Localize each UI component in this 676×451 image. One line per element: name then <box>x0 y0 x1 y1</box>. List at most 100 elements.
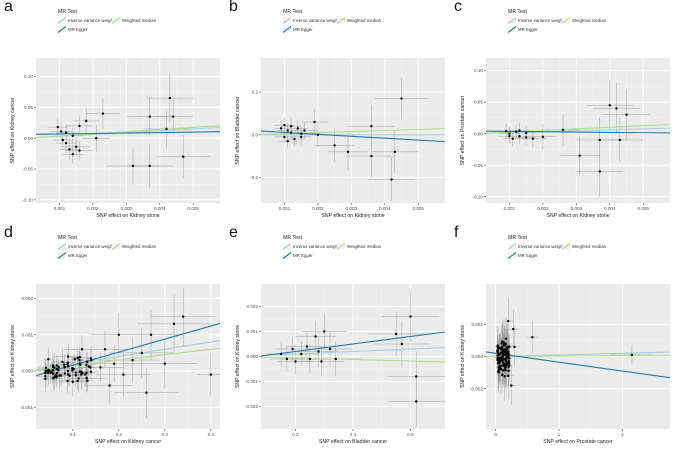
data-point <box>578 154 581 157</box>
data-point <box>499 366 502 370</box>
data-point <box>71 153 75 156</box>
data-point <box>45 370 49 373</box>
data-point <box>503 353 506 356</box>
data-point <box>67 365 70 368</box>
panel-letter: c <box>454 0 462 15</box>
data-point <box>79 363 82 366</box>
data-point <box>499 359 503 363</box>
plot-background <box>36 58 220 203</box>
panel-f: MR Test Inverse variance weighted Weighted… <box>450 224 675 451</box>
x-axis-title: SNP effect on Bladder cancer <box>319 439 387 445</box>
panel-letter: a <box>4 0 13 15</box>
data-point <box>501 373 504 377</box>
legend-key-line <box>282 243 292 250</box>
data-point <box>85 363 88 367</box>
data-point <box>71 134 75 137</box>
data-point <box>531 335 534 339</box>
data-point <box>328 347 332 351</box>
data-point <box>496 349 499 352</box>
data-point <box>625 113 628 116</box>
y-axis-title: SNP effect on Prostate cancer <box>460 95 466 165</box>
legend: MR Test Inverse variance weighted Weighted… <box>282 235 382 259</box>
data-point <box>299 135 303 139</box>
data-point <box>47 358 50 361</box>
data-point <box>498 362 501 365</box>
data-point <box>496 346 500 350</box>
data-point <box>286 139 289 143</box>
data-point <box>74 145 78 149</box>
data-point <box>79 373 83 376</box>
mr-egger-line <box>36 131 220 135</box>
legend-key-line <box>111 17 121 24</box>
plot-area <box>36 73 220 188</box>
legend-key-line <box>111 243 121 250</box>
data-point <box>400 97 403 100</box>
y-tick-label: 0.002 <box>247 304 259 309</box>
x-tick-label: 0.004 <box>604 206 616 211</box>
data-point <box>497 359 500 362</box>
legend-label: Inverse variance weighted <box>68 18 120 23</box>
x-tick-label: 0.6 <box>407 432 414 437</box>
data-point <box>63 372 67 375</box>
x-tick-label: 0.1 <box>70 432 77 437</box>
data-point <box>289 131 293 134</box>
y-axis-title: SNP effect on Kidney cancer <box>10 97 16 163</box>
legend-key-line <box>507 17 517 24</box>
data-point <box>140 351 143 355</box>
data-point <box>503 374 506 378</box>
data-point <box>598 138 601 142</box>
legend-key-line <box>507 243 517 250</box>
data-point <box>171 115 175 118</box>
data-point <box>55 372 59 375</box>
x-tick-label: 0.2 <box>292 432 299 437</box>
data-point <box>507 354 510 357</box>
y-tick-label: 0.05 <box>474 100 483 105</box>
data-point <box>72 367 76 371</box>
y-tick-label: -0.05 <box>23 167 34 172</box>
y-tick-label: -0.001 <box>20 405 33 410</box>
panel-letter: d <box>4 224 13 241</box>
data-point <box>504 369 507 372</box>
y-tick-label: 0.05 <box>24 105 33 110</box>
data-point <box>317 350 320 353</box>
data-point <box>334 357 337 361</box>
legend-key-line <box>336 17 346 24</box>
x-tick-label: 0.001 <box>279 206 291 211</box>
data-point <box>131 358 134 362</box>
data-point <box>64 141 68 145</box>
legend-title: MR Test <box>508 9 527 15</box>
data-point <box>74 371 77 374</box>
data-point <box>52 377 55 380</box>
data-point <box>524 136 528 139</box>
legend-key-line <box>57 17 67 24</box>
data-point <box>44 377 47 381</box>
data-point <box>66 379 69 383</box>
legend-label: Inverse variance weighted <box>518 244 570 249</box>
legend-label: MR Egger <box>68 27 88 32</box>
data-point <box>77 377 80 380</box>
legend-label: Weighted median <box>347 18 382 23</box>
y-axis-title: SNP effect on Kidney stone <box>10 325 16 388</box>
data-point <box>80 348 84 351</box>
data-point <box>55 375 58 378</box>
legend-key-line <box>57 26 67 33</box>
legend-label: Weighted median <box>122 18 157 23</box>
data-point <box>505 354 508 358</box>
panel-letter: b <box>229 0 238 15</box>
data-point <box>503 367 507 370</box>
data-point <box>303 129 306 132</box>
data-point <box>501 340 504 343</box>
chart-d: MR Test Inverse variance weighted Weighted… <box>10 235 220 445</box>
panel-a: MR Test Inverse variance weighted Weighted… <box>0 0 225 225</box>
data-point <box>66 373 70 376</box>
x-axis-title: SNP effect on Prostate cancer <box>543 439 613 445</box>
data-point <box>499 351 503 354</box>
data-point <box>168 96 172 100</box>
x-tick-label: 0.003 <box>121 206 133 211</box>
data-point <box>506 350 510 354</box>
data-point <box>503 350 506 354</box>
data-point <box>370 125 373 128</box>
legend-key-line <box>336 243 346 250</box>
data-point <box>117 333 121 336</box>
legend-label: Inverse variance weighted <box>518 18 570 23</box>
